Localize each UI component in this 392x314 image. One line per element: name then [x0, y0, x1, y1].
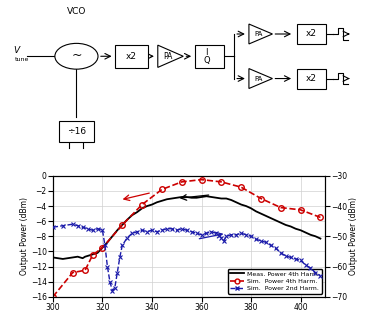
Sim. Power 4th Harm. — [160, 187, 164, 191]
Sim. Power 2nd Harm. — [234, 233, 239, 237]
Sim. Power 2nd Harm. — [51, 225, 55, 229]
Meas. Power 4th Harm. — [283, 223, 288, 227]
Sim. Power 4th Harm. — [318, 215, 323, 219]
Y-axis label: Output Power (dBm): Output Power (dBm) — [349, 197, 358, 275]
Sim. Power 4th Harm. — [90, 253, 95, 257]
Text: x2: x2 — [126, 52, 137, 61]
Sim. Power 2nd Harm. — [120, 243, 125, 247]
Text: $V$: $V$ — [13, 44, 22, 55]
Sim. Power 2nd Harm. — [71, 222, 75, 226]
Sim. Power 4th Harm. — [199, 178, 204, 181]
Meas. Power 4th Harm. — [254, 209, 258, 213]
Text: tune: tune — [15, 57, 29, 62]
Sim. Power 2nd Harm. — [254, 237, 258, 241]
Sim. Power 2nd Harm. — [283, 254, 288, 258]
Text: PA: PA — [254, 76, 263, 82]
Text: Q: Q — [203, 56, 210, 65]
Polygon shape — [249, 68, 272, 89]
Meas. Power 4th Harm. — [318, 237, 323, 241]
Sim. Power 2nd Harm. — [308, 266, 313, 270]
Polygon shape — [158, 45, 183, 68]
Bar — [114, 45, 148, 68]
Sim. Power 4th Harm. — [83, 268, 87, 272]
Circle shape — [55, 43, 98, 69]
Meas. Power 4th Harm. — [204, 194, 209, 198]
Sim. Power 4th Harm. — [298, 208, 303, 212]
Text: x2: x2 — [306, 74, 317, 83]
Sim. Power 4th Harm. — [278, 206, 283, 209]
Polygon shape — [249, 24, 272, 44]
Bar — [297, 24, 326, 44]
Bar — [59, 121, 94, 142]
Meas. Power 4th Harm. — [60, 257, 65, 261]
Bar — [297, 68, 326, 89]
Sim. Power 4th Harm. — [120, 223, 125, 227]
Meas. Power 4th Harm. — [110, 234, 115, 238]
Line: Meas. Power 4th Harm.: Meas. Power 4th Harm. — [53, 196, 320, 259]
Sim. Power 2nd Harm. — [110, 289, 115, 293]
Sim. Power 4th Harm. — [239, 185, 243, 189]
Text: VCO: VCO — [67, 7, 86, 16]
Sim. Power 4th Harm. — [219, 180, 224, 184]
Legend: Meas. Power 4th Harm., Sim.  Power 4th Harm., Sim.  Power 2nd Harm.: Meas. Power 4th Harm., Sim. Power 4th Ha… — [228, 269, 322, 294]
Line: Sim. Power 2nd Harm.: Sim. Power 2nd Harm. — [51, 222, 323, 293]
Text: PA: PA — [163, 52, 172, 61]
Sim. Power 4th Harm. — [71, 271, 75, 274]
Y-axis label: Output Power (dBm): Output Power (dBm) — [20, 197, 29, 275]
Text: PA: PA — [254, 31, 263, 37]
Meas. Power 4th Harm. — [234, 200, 239, 204]
Meas. Power 4th Harm. — [51, 256, 55, 259]
Line: Sim. Power 4th Harm.: Sim. Power 4th Harm. — [50, 177, 323, 300]
Text: x2: x2 — [306, 30, 317, 39]
Text: ÷16: ÷16 — [67, 127, 86, 136]
Text: ~: ~ — [71, 49, 82, 62]
Sim. Power 2nd Harm. — [118, 256, 122, 259]
Bar — [195, 45, 224, 68]
Sim. Power 4th Harm. — [140, 203, 144, 206]
Sim. Power 4th Harm. — [100, 246, 105, 250]
Sim. Power 2nd Harm. — [318, 274, 323, 278]
Meas. Power 4th Harm. — [105, 241, 110, 244]
Text: I: I — [205, 47, 208, 57]
Sim. Power 4th Harm. — [51, 295, 55, 299]
Sim. Power 4th Harm. — [259, 197, 263, 200]
Sim. Power 4th Harm. — [180, 180, 184, 184]
Meas. Power 4th Harm. — [308, 233, 313, 237]
